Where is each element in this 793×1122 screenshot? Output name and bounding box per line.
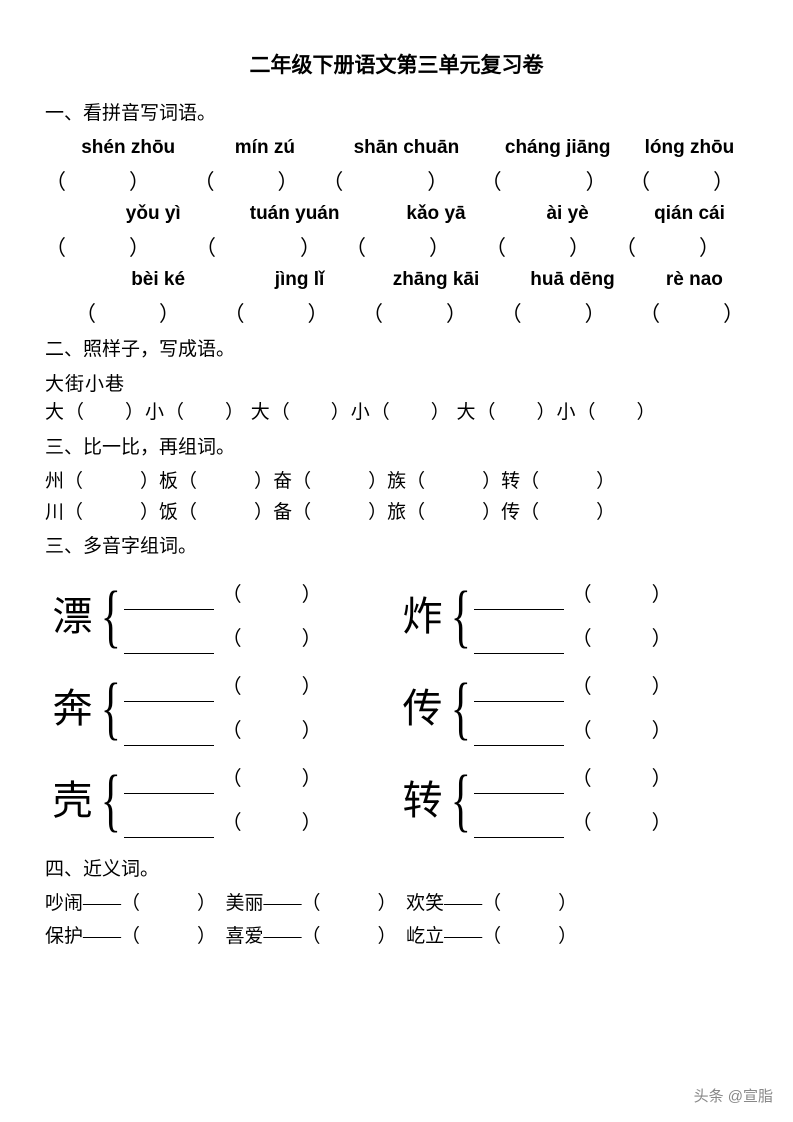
- blank-line[interactable]: [124, 728, 214, 746]
- syn-row-1: 吵闹——（ ） 美丽——（ ） 欢笑——（ ）: [45, 890, 748, 919]
- brace-icon: {: [451, 771, 471, 831]
- paren-row: （ ） （ ） （ ） （ ） （ ）: [45, 167, 748, 199]
- brace-icon: {: [101, 679, 121, 739]
- page-title: 二年级下册语文第三单元复习卷: [45, 50, 748, 82]
- poly-item: 传 { （ ） （ ）: [395, 672, 745, 746]
- blank-line[interactable]: [474, 592, 564, 610]
- pinyin-cell: bèi ké: [85, 266, 231, 295]
- brace-icon: {: [451, 587, 471, 647]
- poly-char: 奔: [45, 679, 100, 739]
- poly-item: 奔 { （ ） （ ）: [45, 672, 395, 746]
- idiom-pattern: 大（ ）小（ ） 大（ ）小（ ） 大（ ）小（ ）: [45, 402, 657, 423]
- brace-icon: {: [451, 679, 471, 739]
- pinyin-cell: mín zú: [201, 134, 328, 163]
- pinyin-cell: qián cái: [631, 200, 748, 229]
- section4-head: 三、多音字组词。: [45, 533, 748, 562]
- paren-row: （ ） （ ） （ ） （ ） （ ）: [45, 299, 748, 331]
- idiom-example: 大街小巷: [45, 374, 125, 395]
- pinyin-row-1: shén zhōu mín zú shān chuān cháng jiāng …: [45, 134, 748, 163]
- poly-item: 壳 { （ ） （ ）: [45, 764, 395, 838]
- syn-row-2: 保护——（ ） 喜爱——（ ） 屹立——（ ）: [45, 923, 748, 952]
- watermark: 头条 @宣脂: [694, 1086, 773, 1109]
- poly-row: 壳 { （ ） （ ） 转 { （ ） （ ）: [45, 764, 748, 838]
- poly-char: 漂: [45, 587, 100, 647]
- blank-line[interactable]: [124, 684, 214, 702]
- blank-line[interactable]: [474, 776, 564, 794]
- poly-item: 炸 { （ ） （ ）: [395, 580, 745, 654]
- poly-char: 传: [395, 679, 450, 739]
- blank-line[interactable]: [124, 776, 214, 794]
- pinyin-cell: jìng lǐ: [231, 266, 368, 295]
- blank-line[interactable]: [474, 820, 564, 838]
- section2-head: 二、照样子，写成语。: [45, 336, 748, 365]
- pinyin-row-2: yǒu yì tuán yuán kǎo yā ài yè qián cái: [45, 200, 748, 229]
- pinyin-cell: tuán yuán: [222, 200, 368, 229]
- blank-line[interactable]: [124, 820, 214, 838]
- pinyin-cell: lóng zhōu: [631, 134, 748, 163]
- pinyin-cell: shān chuān: [328, 134, 484, 163]
- blank-line[interactable]: [474, 728, 564, 746]
- section3-head: 三、比一比，再组词。: [45, 434, 748, 463]
- poly-item: 转 { （ ） （ ）: [395, 764, 745, 838]
- pinyin-cell: yǒu yì: [85, 200, 222, 229]
- pinyin-row-3: bèi ké jìng lǐ zhāng kāi huā dēng rè nao: [45, 266, 748, 295]
- brace-icon: {: [101, 587, 121, 647]
- brace-icon: {: [101, 771, 121, 831]
- poly-item: 漂 { （ ） （ ）: [45, 580, 395, 654]
- poly-char: 转: [395, 771, 450, 831]
- pinyin-cell: kǎo yā: [368, 200, 505, 229]
- poly-char: 壳: [45, 771, 100, 831]
- blank-line[interactable]: [124, 636, 214, 654]
- section1-head: 一、看拼音写词语。: [45, 100, 748, 129]
- pinyin-cell: zhāng kāi: [368, 266, 505, 295]
- pinyin-cell: huā dēng: [504, 266, 641, 295]
- section5-head: 四、近义词。: [45, 856, 748, 885]
- pinyin-cell: rè nao: [641, 266, 748, 295]
- blank-line[interactable]: [474, 684, 564, 702]
- blank-line[interactable]: [474, 636, 564, 654]
- pinyin-cell: ài yè: [504, 200, 631, 229]
- paren-row: （ ） （ ） （ ） （ ） （ ）: [45, 233, 748, 265]
- blank-line[interactable]: [124, 592, 214, 610]
- poly-row: 奔 { （ ） （ ） 传 { （ ） （ ）: [45, 672, 748, 746]
- pinyin-cell: shén zhōu: [55, 134, 201, 163]
- compare-row-2: 川（ ）饭（ ）备（ ）旅（ ）传（ ）: [45, 499, 748, 528]
- poly-char: 炸: [395, 587, 450, 647]
- pinyin-cell: cháng jiāng: [484, 134, 630, 163]
- poly-row: 漂 { （ ） （ ） 炸 { （ ） （ ）: [45, 580, 748, 654]
- idiom-line: 大街小巷 大（ ）小（ ） 大（ ）小（ ） 大（ ）小（ ）: [45, 371, 748, 428]
- compare-row-1: 州（ ）板（ ）奋（ ）族（ ）转（ ）: [45, 468, 748, 497]
